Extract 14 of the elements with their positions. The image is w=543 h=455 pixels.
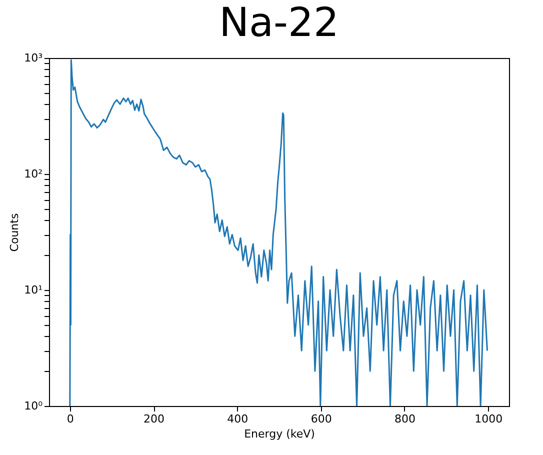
y-tick-label: 10⁰ <box>24 400 44 412</box>
x-tick-label: 600 <box>310 412 332 426</box>
y-tick-label: 10² <box>24 168 42 180</box>
x-tick-label: 0 <box>66 412 74 426</box>
y-tick-label: 10³ <box>24 52 42 64</box>
x-tick-label: 200 <box>144 412 165 426</box>
y-tick-label: 10¹ <box>24 284 42 296</box>
x-tick-label: 800 <box>394 412 416 426</box>
y-axis-title: Counts <box>8 213 22 252</box>
line-series <box>69 59 488 406</box>
x-tick-label: 1000 <box>474 412 503 426</box>
chart-title: Na-22 <box>219 0 339 46</box>
x-tick-label: 400 <box>227 412 248 426</box>
x-axis-title: Energy (keV) <box>244 428 315 440</box>
